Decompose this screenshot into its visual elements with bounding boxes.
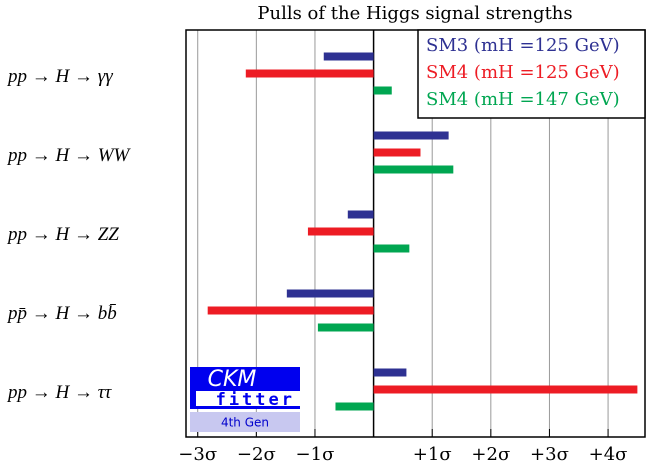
bar bbox=[335, 402, 374, 411]
legend-box bbox=[417, 29, 646, 119]
x-tick-label: +3σ bbox=[530, 444, 569, 465]
x-tick-label: +1σ bbox=[413, 444, 452, 465]
bar bbox=[207, 306, 374, 315]
y-tick-label: pp̄ → H → bb̄ bbox=[6, 303, 117, 324]
y-tick-label: pp → H → γγ bbox=[6, 66, 113, 87]
bar bbox=[347, 210, 374, 219]
chart-title: Pulls of the Higgs signal strengths bbox=[257, 3, 572, 24]
logo-text: 4th Gen bbox=[221, 416, 269, 430]
plot-frame bbox=[185, 29, 646, 438]
legend-entry: SM3 (mH =125 GeV) bbox=[426, 35, 620, 56]
bar bbox=[307, 227, 374, 236]
logo-sub bbox=[190, 412, 300, 432]
legend-entry: SM4 (mH =125 GeV) bbox=[426, 62, 620, 83]
x-tick-label: −2σ bbox=[237, 444, 276, 465]
bar bbox=[317, 323, 374, 332]
y-tick-label: pp → H → ττ bbox=[6, 382, 113, 403]
bar bbox=[245, 69, 374, 78]
x-tick-label: +4σ bbox=[589, 444, 628, 465]
bar bbox=[373, 165, 454, 174]
bar bbox=[286, 289, 374, 298]
bar bbox=[373, 368, 407, 377]
bar bbox=[373, 385, 638, 394]
logo-text: CKM bbox=[208, 367, 257, 392]
logo-strip bbox=[196, 391, 300, 406]
x-tick-label: −1σ bbox=[296, 444, 335, 465]
logo-text: fitter bbox=[216, 390, 295, 410]
y-tick-label: pp → H → WW bbox=[6, 145, 132, 166]
y-tick-label: pp → H → ZZ bbox=[6, 224, 119, 245]
bar bbox=[323, 52, 374, 61]
bar bbox=[373, 148, 421, 157]
legend-entry: SM4 (mH =147 GeV) bbox=[426, 89, 620, 110]
x-tick-label: −3σ bbox=[178, 444, 217, 465]
bar bbox=[373, 86, 392, 95]
x-tick-label: +2σ bbox=[471, 444, 510, 465]
bar bbox=[373, 244, 410, 253]
bar bbox=[373, 131, 449, 140]
